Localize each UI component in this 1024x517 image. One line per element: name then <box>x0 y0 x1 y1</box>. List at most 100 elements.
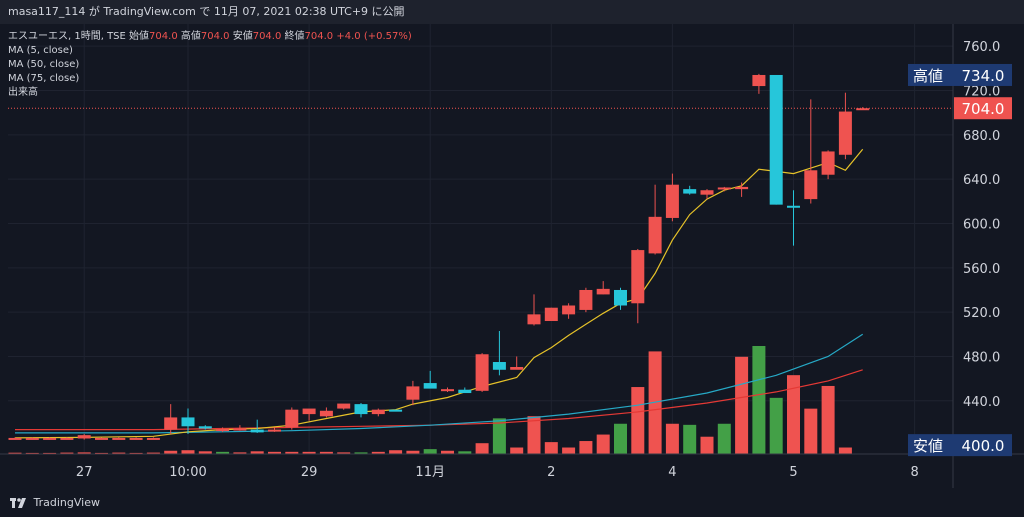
candle-body <box>458 389 472 394</box>
candle-body <box>804 170 818 200</box>
last-price-value: 704.0 <box>962 100 1005 118</box>
time-tick-label: 10:00 <box>169 465 206 480</box>
candle-body <box>233 428 247 431</box>
candle-body <box>406 386 420 400</box>
candle-body <box>527 314 541 325</box>
legend-symbol-row: エスユーエス, 1時間, TSE 始値704.0 高値704.0 安値704.0… <box>8 30 412 44</box>
candle-body <box>475 354 489 391</box>
candle-body <box>423 383 437 389</box>
candle-body <box>129 437 143 440</box>
price-label-box <box>908 63 1012 86</box>
candle-body <box>752 74 766 87</box>
candle-body <box>389 409 403 412</box>
candle-body <box>441 389 454 392</box>
change-value: +4.0 (+0.57%) <box>336 31 412 42</box>
candle-body <box>302 408 316 415</box>
candle-body <box>216 429 230 432</box>
low-label: 安値 <box>232 31 253 42</box>
time-tick-label: 5 <box>789 465 797 480</box>
volume-bar <box>579 441 593 454</box>
volume-bar <box>25 452 39 454</box>
time-tick-label: 8 <box>910 465 918 480</box>
candle-body <box>735 186 749 190</box>
time-tick-label: 11月 <box>415 465 445 480</box>
price-label-name: 安値 <box>913 437 943 455</box>
price-chart[interactable]: 760.0 720.0 680.0 640.0 600.0 560.0 520.0 480.0… <box>0 24 1024 488</box>
candle-body <box>579 289 593 310</box>
volume-bar <box>233 452 247 454</box>
volume-bar <box>319 451 333 454</box>
volume-bar <box>458 451 472 454</box>
chart-grid <box>8 24 953 454</box>
candle-body <box>769 74 783 205</box>
volume-bar <box>821 385 835 454</box>
price-tick-label: 720.0 <box>963 84 1000 99</box>
candle-body <box>268 429 281 432</box>
candle-body <box>77 435 91 439</box>
volume-bar <box>95 452 108 454</box>
candle-body <box>25 437 39 440</box>
tradingview-logo-icon <box>10 498 26 508</box>
volume-bar <box>665 423 679 454</box>
volume-bar <box>181 450 195 454</box>
candle-body <box>164 417 178 430</box>
candle-body <box>821 151 835 175</box>
time-axis: 27 10:00 29 11月 2 4 5 8 <box>76 465 919 480</box>
volume-bar <box>735 356 749 454</box>
price-tick-label: 680.0 <box>963 129 1000 144</box>
volume-bar <box>216 451 230 454</box>
candle-body <box>354 404 368 415</box>
last-price-box <box>954 97 1012 120</box>
candle-body <box>665 184 679 218</box>
symbol-name: エスユーエス, 1時間, TSE <box>8 31 126 42</box>
volume-bar <box>475 443 489 454</box>
candle-body <box>596 288 610 295</box>
volume-bar <box>683 424 697 454</box>
price-tick-label: 640.0 <box>963 173 1000 188</box>
price-label-value: 400.0 <box>962 437 1005 455</box>
volume-bar <box>164 450 178 454</box>
legend-ma50[interactable]: MA (50, close) <box>8 59 80 70</box>
candle-body <box>787 205 800 208</box>
volume-bar <box>804 408 818 454</box>
volume-bar <box>406 450 420 454</box>
legend-ma75[interactable]: MA (75, close) <box>8 73 80 84</box>
candle-body <box>250 429 264 433</box>
volume-bar <box>8 452 22 454</box>
volume-bar <box>77 452 91 454</box>
high-value: 704.0 <box>200 31 230 42</box>
price-tick-label: 480.0 <box>963 350 1000 365</box>
candle-body <box>838 111 852 155</box>
price-tick-label: 440.0 <box>963 395 1000 410</box>
volume-bar <box>596 434 610 454</box>
price-tick-label: 520.0 <box>963 306 1000 321</box>
volume-bar <box>752 346 766 454</box>
legend-volume[interactable]: 出来高 <box>8 87 38 98</box>
candle-body <box>285 409 299 428</box>
volume-bar <box>371 451 385 454</box>
volume-bar <box>787 375 800 454</box>
volume-bar <box>129 452 143 454</box>
candle-body <box>562 305 576 315</box>
volume-bar <box>838 447 852 454</box>
candle-body <box>683 189 697 194</box>
volume-bar <box>198 451 212 454</box>
price-axis: 760.0 720.0 680.0 640.0 600.0 560.0 520.0 480.0… <box>0 24 1024 488</box>
volume-bars <box>8 346 852 454</box>
volume-bar <box>614 423 627 454</box>
candle-body <box>60 437 74 440</box>
volume-bar <box>337 452 351 454</box>
price-label-box <box>908 434 1012 457</box>
candle-body <box>337 403 351 409</box>
price-tick-label: 600.0 <box>963 217 1000 232</box>
candle-body <box>181 417 195 427</box>
close-value: 704.0 <box>304 31 334 42</box>
volume-bar <box>527 416 541 454</box>
candle-body <box>8 437 22 440</box>
candle-body <box>614 289 627 306</box>
candle-body <box>544 307 558 322</box>
legend-ma5[interactable]: MA (5, close) <box>8 45 73 56</box>
window-title: masa117_114 が TradingView.com で 11月 07, … <box>8 5 405 18</box>
candle-body <box>43 437 57 440</box>
volume-bar <box>389 450 403 454</box>
